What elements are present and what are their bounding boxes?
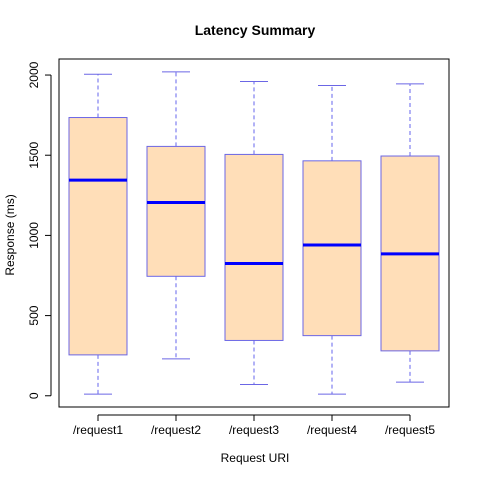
y-tick-label: 1000 xyxy=(27,222,41,249)
iqr-box xyxy=(302,160,362,337)
y-axis-label: Response (ms) xyxy=(3,194,17,275)
x-tick-label: /request4 xyxy=(307,423,357,437)
box-4 xyxy=(302,84,362,395)
iqr-box xyxy=(68,117,128,356)
x-tick-label: /request5 xyxy=(385,423,435,437)
y-tick-label: 500 xyxy=(27,305,41,325)
x-tick-label: /request1 xyxy=(73,423,123,437)
y-tick-label: 1500 xyxy=(27,142,41,169)
x-tick-label: /request3 xyxy=(229,423,279,437)
box-1 xyxy=(68,73,128,395)
box-3 xyxy=(224,80,284,386)
iqr-box xyxy=(146,145,206,277)
chart-marks xyxy=(68,71,440,395)
x-tick-label: /request2 xyxy=(151,423,201,437)
box-5 xyxy=(380,83,440,383)
iqr-box xyxy=(224,153,284,341)
chart-axes: 0 500 1000 1500 2000/request1/request2/reque… xyxy=(27,58,450,437)
chart-title: Latency Summary xyxy=(195,22,316,38)
x-axis-label: Request URI xyxy=(221,451,290,465)
plot-frame xyxy=(58,58,450,408)
y-tick-label: 0 xyxy=(27,392,41,399)
box-2 xyxy=(146,71,206,360)
y-tick-label: 2000 xyxy=(27,61,41,88)
